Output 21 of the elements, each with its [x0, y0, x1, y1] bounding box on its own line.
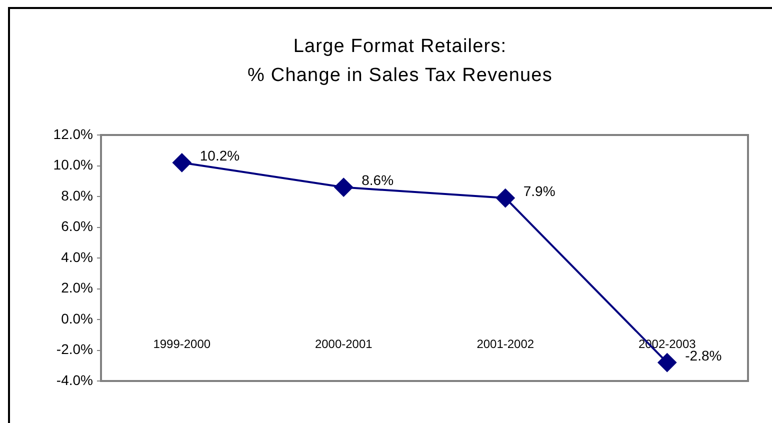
x-tick-label: 2000-2001 [314, 337, 373, 352]
y-tick-label: -4.0% [56, 372, 93, 388]
y-tick-label: 10.0% [53, 156, 93, 173]
point [496, 188, 515, 208]
data-label: 7.9% [523, 182, 556, 199]
y-tick-label: 8.0% [61, 187, 93, 204]
y-tick-label: 4.0% [61, 248, 93, 265]
data-label: -2.8% [685, 347, 722, 364]
data-label: 10.2% [200, 148, 240, 164]
x-tick-label: 1999-2000 [153, 337, 211, 352]
chart-title: Large Format Retailers: % Change in Sales Tax Revenues [246, 35, 554, 88]
y-tick-label: -2.0% [56, 341, 93, 358]
point [658, 353, 677, 372]
point [172, 153, 192, 172]
y-tick-label: 6.0% [61, 218, 93, 234]
data-label: 8.6% [362, 172, 394, 188]
y-tick-label: 0.0% [61, 310, 93, 326]
y-tick-label: 2.0% [61, 280, 93, 296]
y-tick-label: 12.0% [53, 126, 93, 142]
point [334, 178, 354, 197]
x-tick-label: 2001-2002 [476, 337, 534, 352]
